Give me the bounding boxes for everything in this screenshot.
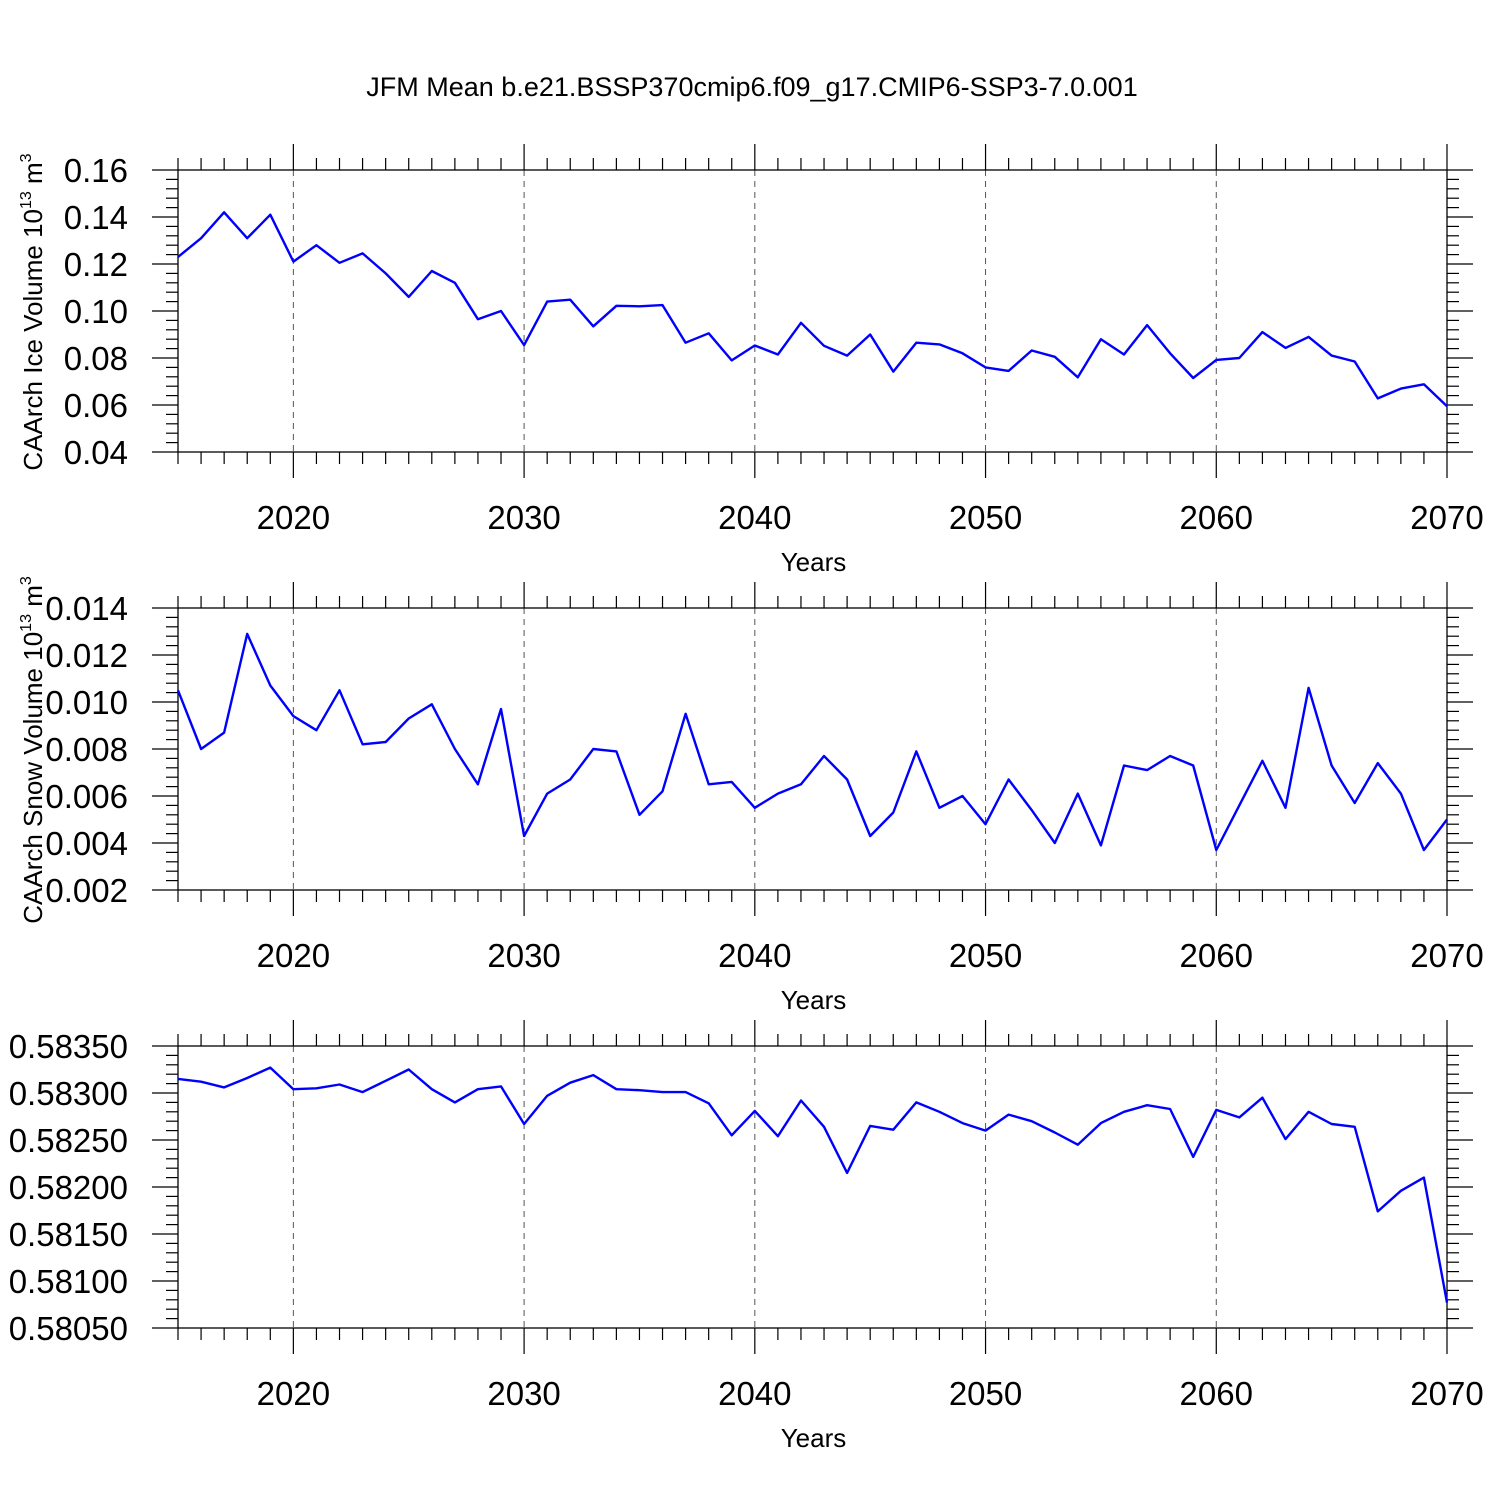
y-tick-label: 0.58300 [9, 1075, 128, 1112]
y-axis-label: CAArch Snow Volume 1013 m3 [18, 576, 48, 924]
x-axis-label: Years [781, 985, 847, 1015]
x-axis-label: Years [781, 1423, 847, 1453]
y-tick-label: 0.06 [64, 387, 128, 424]
x-tick-label: 2020 [257, 937, 330, 974]
y-tick-label: 0.008 [45, 731, 128, 768]
y-tick-label: 0.006 [45, 778, 128, 815]
panel-2: 2020 2030 2040 2050 2060 2070 0.002 0.004 0.006 0… [18, 576, 1484, 1015]
x-tick-label: 2040 [718, 499, 791, 536]
y-tick-label: 0.014 [45, 590, 128, 627]
series-line [177, 211, 1448, 408]
x-tick-label: 2070 [1410, 937, 1483, 974]
y-tick-label: 0.58150 [9, 1216, 128, 1253]
x-tick-label: 2050 [949, 499, 1022, 536]
x-tick-label: 2050 [949, 937, 1022, 974]
y-tick-label: 0.14 [64, 199, 128, 236]
y-tick-label: 0.012 [45, 637, 128, 674]
x-tick-label: 2070 [1410, 499, 1483, 536]
panel-3: 2020 2030 2040 2050 2060 2070 0.58050 0.58100 0.… [9, 1020, 1484, 1453]
y-tick-label: 0.004 [45, 825, 128, 862]
y-axis-label: CAArch Ice Volume 1013 m3 [18, 153, 48, 470]
x-tick-label: 2030 [487, 937, 560, 974]
x-tick-label: 2060 [1180, 937, 1253, 974]
y-tick-label: 0.10 [64, 293, 128, 330]
x-tick-label: 2020 [257, 1375, 330, 1412]
x-tick-label: 2030 [487, 499, 560, 536]
y-tick-label: 0.58350 [9, 1028, 128, 1065]
series-line [177, 1066, 1449, 1303]
y-tick-label: 0.58050 [9, 1310, 128, 1347]
y-tick-label: 0.58250 [9, 1122, 128, 1159]
x-tick-label: 2050 [949, 1375, 1022, 1412]
y-tick-label: 0.58200 [9, 1169, 128, 1206]
x-tick-label: 2020 [257, 499, 330, 536]
plot-frame [177, 607, 1448, 891]
y-tick-label: 0.12 [64, 246, 128, 283]
y-tick-label: 0.08 [64, 340, 128, 377]
x-tick-label: 2060 [1180, 499, 1253, 536]
panel-1: 2020 2030 2040 2050 2060 2070 0.04 0.06 0.08 0.10… [18, 144, 1484, 577]
y-tick-label: 0.010 [45, 684, 128, 721]
x-tick-label: 2060 [1180, 1375, 1253, 1412]
x-tick-label: 2040 [718, 1375, 791, 1412]
series-line [176, 632, 1448, 852]
figure-title: JFM Mean b.e21.BSSP370cmip6.f09_g17.CMIP… [366, 72, 1137, 102]
y-tick-label: 0.16 [64, 152, 128, 189]
x-tick-label: 2070 [1410, 1375, 1483, 1412]
y-tick-label: 0.002 [45, 872, 128, 909]
x-axis-label: Years [781, 547, 847, 577]
y-tick-label: 0.04 [64, 434, 128, 471]
x-tick-label: 2040 [718, 937, 791, 974]
plot-frame [177, 169, 1448, 453]
x-tick-label: 2030 [487, 1375, 560, 1412]
y-tick-label: 0.58100 [9, 1263, 128, 1300]
